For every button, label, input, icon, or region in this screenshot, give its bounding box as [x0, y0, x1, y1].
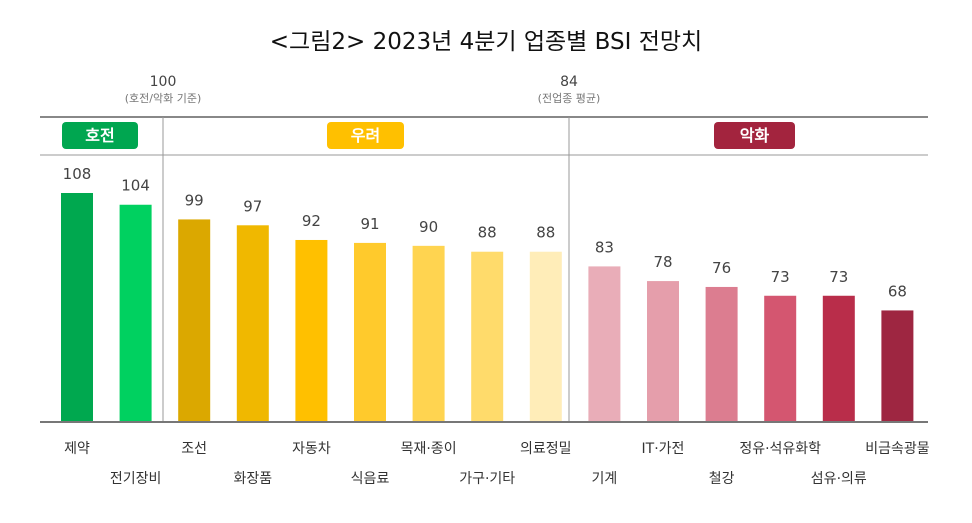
- category-label: 가구·기타: [459, 471, 516, 487]
- reference-value: 100: [149, 74, 177, 90]
- bar: [295, 239, 328, 422]
- data-label: 73: [771, 268, 790, 286]
- bar: [412, 245, 445, 422]
- data-label: 78: [653, 253, 672, 271]
- bar: [119, 204, 152, 422]
- bar: [61, 193, 93, 422]
- data-label: 97: [243, 197, 262, 215]
- bar: [764, 295, 797, 422]
- reference-note: (호전/악화 기준): [124, 92, 202, 105]
- group-badge-concern: 우려: [327, 122, 404, 149]
- reference-average: 84 (전업종 평균): [489, 74, 649, 106]
- bar: [705, 286, 738, 422]
- chart-title: <그림2> 2023년 4분기 업종별 BSI 전망치: [269, 29, 703, 55]
- category-label: 목재·종이: [400, 441, 457, 457]
- category-label: 섬유·의류: [810, 471, 867, 487]
- bar: [354, 242, 386, 422]
- data-label: 88: [536, 224, 555, 242]
- category-label: 화장품: [233, 471, 273, 487]
- category-label: 철강: [708, 471, 735, 487]
- reference-note: (전업종 평균): [537, 92, 601, 105]
- data-label: 91: [360, 215, 379, 233]
- data-label: 88: [478, 224, 497, 242]
- data-label: 99: [185, 191, 204, 209]
- group-badge-improve: 호전: [62, 122, 138, 149]
- category-label: 기계: [591, 471, 618, 487]
- data-label: 104: [121, 177, 150, 195]
- category-label: 제약: [64, 441, 90, 457]
- data-label: 108: [63, 165, 92, 183]
- reference-standard: 100 (호전/악화 기준): [83, 74, 243, 106]
- category-label: 전기장비: [109, 471, 162, 487]
- data-label: 90: [419, 218, 438, 236]
- data-label: 73: [829, 268, 848, 286]
- reference-value: 84: [560, 74, 578, 90]
- data-label: 83: [595, 238, 614, 256]
- group-badge-worsen: 악화: [714, 122, 795, 149]
- bar: [529, 251, 562, 422]
- category-label: 비금속광물: [865, 441, 930, 457]
- category-label: 식음료: [350, 471, 390, 487]
- bar: [471, 251, 504, 422]
- bar: [647, 281, 679, 422]
- category-label: IT·가전: [641, 441, 685, 457]
- data-label: 92: [302, 212, 321, 230]
- category-label: 자동차: [292, 441, 331, 457]
- category-label: 의료정밀: [520, 441, 572, 457]
- category-label: 정유·석유화학: [739, 441, 822, 457]
- bar: [236, 225, 269, 422]
- bar: [178, 219, 211, 422]
- bar: [588, 266, 621, 422]
- data-label: 68: [888, 282, 907, 300]
- data-label: 76: [712, 259, 731, 277]
- bar: [822, 295, 855, 422]
- category-label: 조선: [181, 441, 208, 457]
- bar: [881, 310, 914, 422]
